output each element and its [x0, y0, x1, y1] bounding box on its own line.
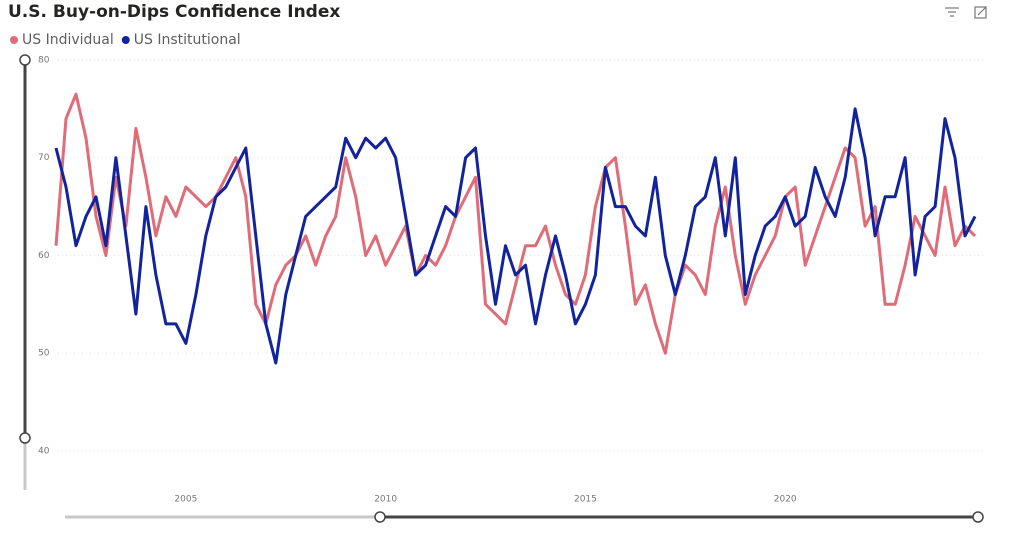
x-tick-label: 2020: [774, 495, 797, 505]
x-tick-label: 2015: [574, 495, 597, 505]
filter-icon[interactable]: [945, 7, 959, 17]
series-line: [54, 92, 977, 355]
x-tick-label: 2005: [174, 495, 197, 505]
y-range-slider[interactable]: [19, 54, 31, 490]
slider-handle[interactable]: [19, 54, 31, 66]
y-tick-label: 80: [38, 56, 50, 66]
series-line: [54, 107, 977, 365]
slider-handle[interactable]: [19, 432, 31, 444]
plot-area: [54, 92, 977, 365]
y-tick-label: 60: [38, 251, 50, 261]
legend-swatch: [10, 36, 18, 44]
legend-label: US Individual: [22, 32, 114, 48]
y-tick-label: 50: [38, 349, 50, 359]
y-tick-label: 40: [38, 446, 50, 456]
x-range-slider[interactable]: [65, 511, 984, 523]
y-tick-label: 70: [38, 153, 50, 163]
legend-swatch: [121, 36, 130, 44]
slider-handle[interactable]: [374, 511, 386, 523]
chart-title: U.S. Buy-on-Dips Confidence Index: [8, 2, 340, 22]
slider-handle[interactable]: [972, 511, 984, 523]
x-tick-label: 2010: [374, 495, 397, 505]
grid: 40 50 60 70 80 2005 2010 2015 2020: [38, 56, 985, 505]
focus-mode-icon[interactable]: [974, 6, 987, 19]
legend-label: US Institutional: [134, 32, 241, 48]
legend: US Individual US Institutional: [10, 32, 241, 48]
